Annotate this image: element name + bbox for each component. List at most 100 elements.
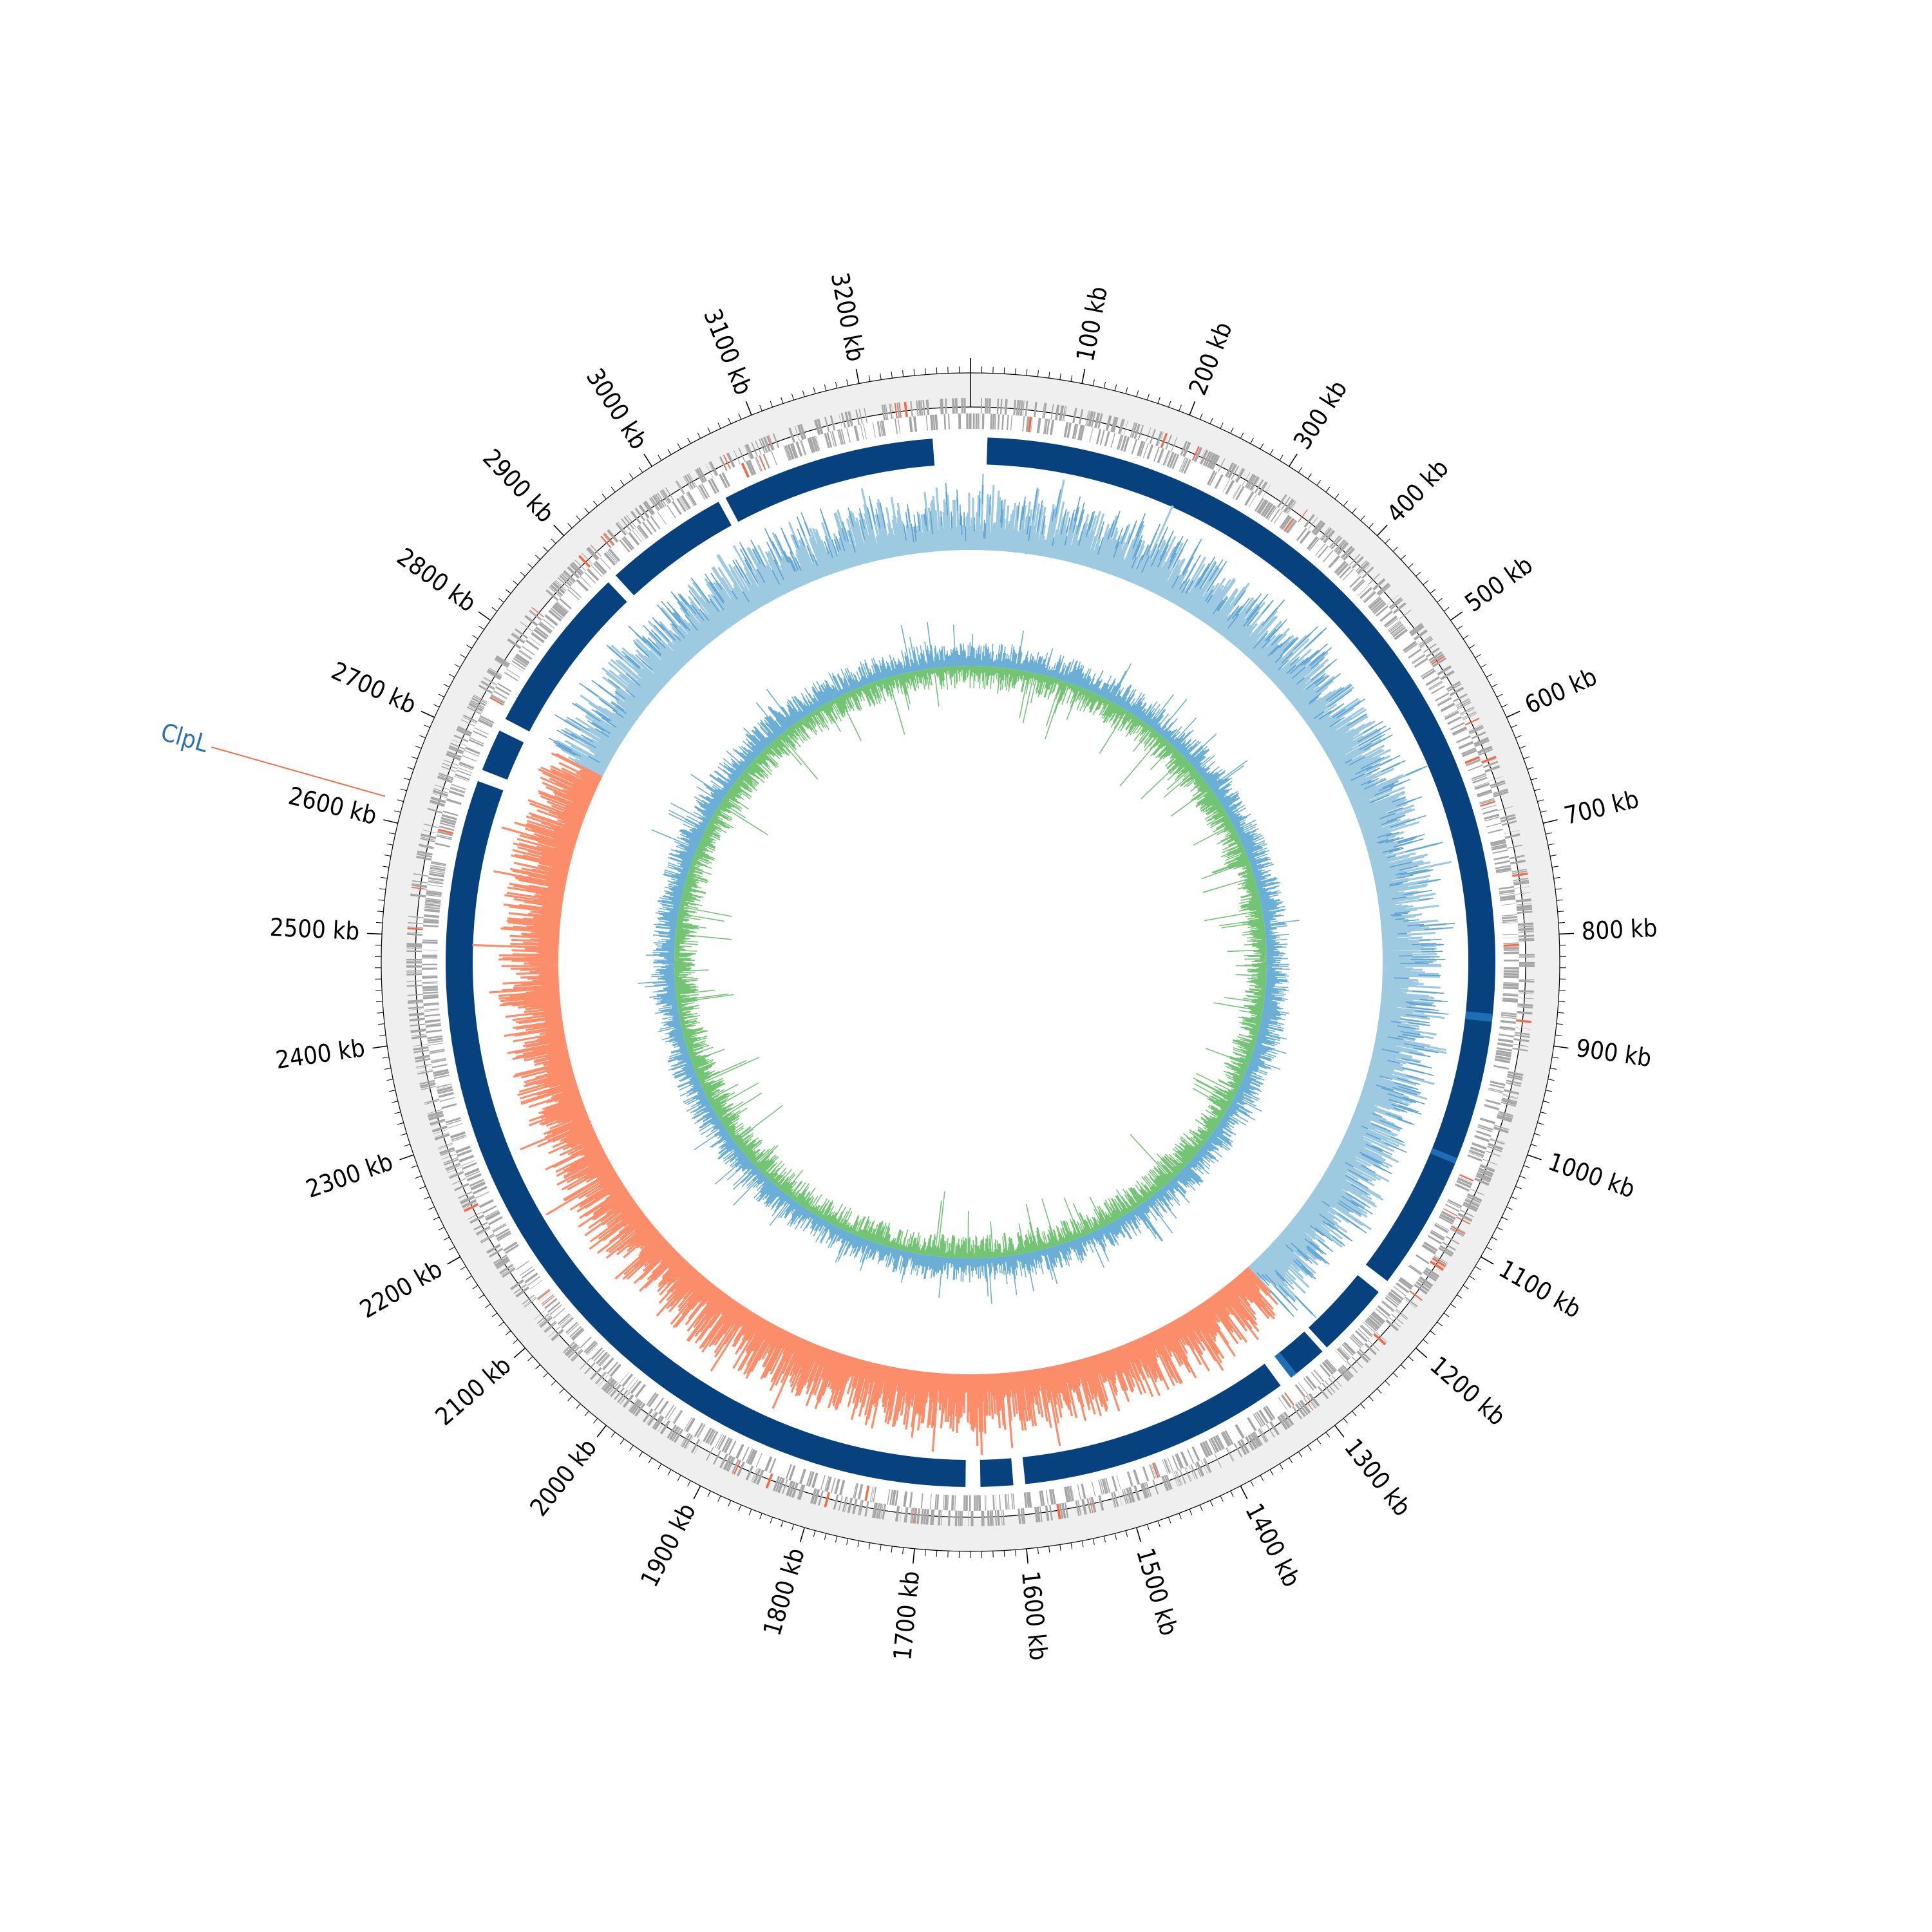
gene-feature [422, 968, 438, 970]
minor-tick [527, 1356, 533, 1361]
minor-tick [1506, 1206, 1513, 1210]
gene-feature [1396, 1308, 1408, 1319]
gene-feature [1086, 410, 1090, 426]
gene-feature [544, 1298, 558, 1309]
gene-feature [652, 1415, 663, 1429]
gene-feature [504, 672, 518, 681]
gene-feature [1257, 481, 1267, 495]
gene-feature [549, 586, 562, 598]
gene-feature [685, 1417, 696, 1432]
gene-feature [1191, 1446, 1200, 1462]
gene-feature [1062, 406, 1066, 422]
gene-feature [1063, 422, 1069, 438]
gene-feature [831, 431, 837, 446]
gene-feature [1349, 553, 1360, 565]
gene-feature [545, 589, 559, 601]
gene-feature [1160, 433, 1168, 448]
minor-tick [1168, 1517, 1171, 1524]
gene-feature [432, 793, 448, 799]
gene-feature [769, 1458, 777, 1473]
gene-feature [1392, 627, 1406, 638]
minor-tick [386, 1079, 393, 1081]
minor-tick [438, 1227, 444, 1231]
gene-feature [1341, 1343, 1354, 1356]
tick-label: 2300 kb [303, 1148, 397, 1204]
gene-feature [1502, 999, 1518, 1003]
gene-feature [1217, 1434, 1225, 1449]
gene-feature [608, 548, 621, 562]
gene-feature [1351, 556, 1364, 569]
gene-feature [753, 1468, 761, 1484]
gene-feature [791, 1482, 799, 1498]
gene-feature [1326, 1359, 1338, 1371]
tick-label: 1700 kb [888, 1569, 925, 1662]
tick-label: 800 kb [1581, 914, 1658, 946]
gene-feature [1417, 1278, 1432, 1290]
gene-feature [1258, 1428, 1268, 1443]
gene-feature [837, 430, 842, 445]
gene-feature [457, 1191, 473, 1199]
gene-feature [600, 557, 611, 569]
gene-feature [606, 551, 618, 564]
gene-feature [1200, 450, 1209, 465]
gene-feature [1517, 911, 1533, 914]
minor-tick [658, 1463, 662, 1470]
gene-feature [430, 865, 446, 869]
gene-feature [465, 746, 480, 755]
minor-tick [791, 393, 795, 401]
gene-feature [646, 1392, 657, 1406]
gene-feature [423, 918, 439, 922]
minor-tick [1343, 500, 1348, 506]
gene-feature [578, 554, 591, 568]
gene-feature [538, 622, 552, 634]
gene-feature [947, 1510, 951, 1526]
gene-feature [1233, 484, 1242, 499]
gene-feature [1198, 449, 1206, 464]
gene-feature [431, 1125, 448, 1133]
gene-feature [1505, 1082, 1521, 1087]
gene-feature [457, 767, 473, 773]
gene-feature [569, 587, 582, 598]
gene-feature [1142, 1466, 1150, 1482]
gene-feature [788, 1481, 796, 1497]
gene-feature [1453, 693, 1468, 703]
gene-feature [1204, 1440, 1213, 1455]
gene-feature [853, 425, 860, 441]
gene-feature [961, 398, 963, 414]
gene-feature [541, 1294, 554, 1305]
gene-feature [1403, 640, 1417, 652]
gene-feature [1303, 1378, 1314, 1391]
major-tick [513, 1347, 526, 1358]
gene-feature [1468, 1150, 1484, 1157]
gene-feature [952, 398, 955, 414]
gene-feature [1077, 424, 1083, 440]
gene-feature [1503, 949, 1519, 951]
gene-feature [470, 1181, 485, 1189]
gene-feature [943, 413, 947, 430]
gene-feature [1519, 979, 1535, 980]
gene-feature [661, 489, 670, 504]
gene-feature [755, 440, 762, 455]
gene-feature [1472, 777, 1488, 784]
gene-feature [922, 399, 925, 416]
gene-feature [417, 1069, 433, 1073]
gene-feature [1110, 1492, 1115, 1508]
highlight-marker: ClpL [158, 717, 386, 797]
major-tick [596, 1425, 607, 1437]
gene-feature [1390, 1289, 1404, 1301]
gene-feature [1450, 1227, 1464, 1236]
gene-feature [1273, 510, 1283, 524]
alignment-block [725, 439, 935, 522]
gene-feature [1343, 547, 1356, 561]
gene-feature [1292, 1406, 1303, 1419]
gene-feature [932, 1510, 935, 1526]
minor-tick [1334, 493, 1340, 500]
gene-feature [1169, 453, 1177, 468]
gene-feature [1439, 1213, 1455, 1224]
gene-feature [1320, 527, 1331, 540]
gene-feature [815, 435, 820, 451]
gene-feature [1512, 872, 1528, 877]
gene-feature [1444, 710, 1459, 718]
gene-feature [877, 421, 882, 437]
minor-tick [1360, 1403, 1365, 1409]
